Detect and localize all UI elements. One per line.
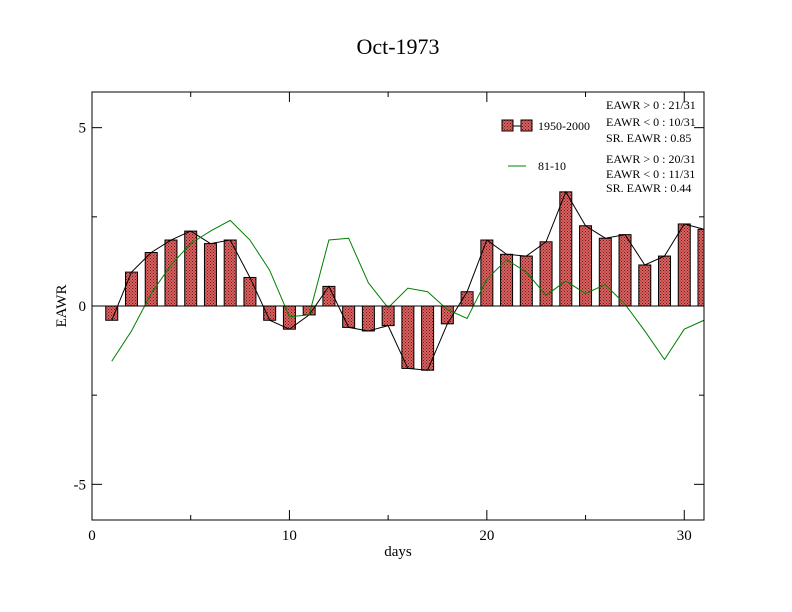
bar-day-15 <box>381 305 395 327</box>
series-line-81-10 <box>111 219 704 362</box>
bar-day-18 <box>440 305 454 325</box>
bar-day-3 <box>144 252 158 307</box>
bar-day-4 <box>164 239 178 307</box>
legend: 1950-2000 EAWR > 0 : 21/31 EAWR < 0 : 10… <box>501 98 696 195</box>
y-tick-label: 5 <box>79 121 87 137</box>
bar-day-30 <box>677 223 691 307</box>
x-tick-label: 10 <box>282 528 297 544</box>
legend-stat-1-3: SR. EAWR : 0.85 <box>606 131 691 145</box>
legend-stat-2-1: EAWR > 0 : 20/31 <box>606 152 696 166</box>
bar-day-13 <box>342 305 356 328</box>
bar-day-9 <box>263 305 277 321</box>
x-axis-label: days <box>384 544 412 560</box>
bar-day-1 <box>105 305 119 321</box>
series-line-1950-2000 <box>111 190 704 371</box>
bar-day-14 <box>361 305 375 332</box>
legend-stat-1-2: EAWR < 0 : 10/31 <box>606 115 696 129</box>
bar-day-29 <box>658 255 672 307</box>
axes: 0 10 20 30 -5 0 5 <box>74 92 704 544</box>
legend-label-81-10: 81-10 <box>538 159 566 173</box>
y-axis-label: EAWR <box>54 285 70 328</box>
legend-stat-2-3: SR. EAWR : 0.44 <box>606 181 691 195</box>
y-tick-label: -5 <box>74 477 87 493</box>
x-tick-label: 20 <box>479 528 494 544</box>
legend-swatch-1950-2000-left <box>501 119 514 132</box>
legend-label-1950-2000: 1950-2000 <box>538 119 590 133</box>
x-tick-label: 0 <box>88 528 96 544</box>
bar-day-27 <box>618 234 632 307</box>
y-tick-label: 0 <box>79 299 87 315</box>
bar-day-22 <box>519 255 533 307</box>
legend-swatch-1950-2000-right <box>520 119 533 132</box>
bar-day-24 <box>559 191 573 307</box>
legend-stat-2-2: EAWR < 0 : 11/31 <box>606 167 695 181</box>
bar-day-31 <box>697 228 704 307</box>
bar-day-23 <box>539 241 553 307</box>
legend-stat-1-1: EAWR > 0 : 21/31 <box>606 98 696 112</box>
chart-title: Oct-1973 <box>356 34 439 59</box>
x-tick-label: 30 <box>677 528 692 544</box>
bar-day-6 <box>203 243 217 307</box>
bar-day-5 <box>184 230 198 307</box>
bar-day-7 <box>223 239 237 307</box>
bar-day-28 <box>638 264 652 307</box>
bar-day-8 <box>243 276 257 307</box>
bar-day-26 <box>598 237 612 307</box>
bar-day-2 <box>124 271 138 307</box>
plot-area <box>105 190 704 371</box>
